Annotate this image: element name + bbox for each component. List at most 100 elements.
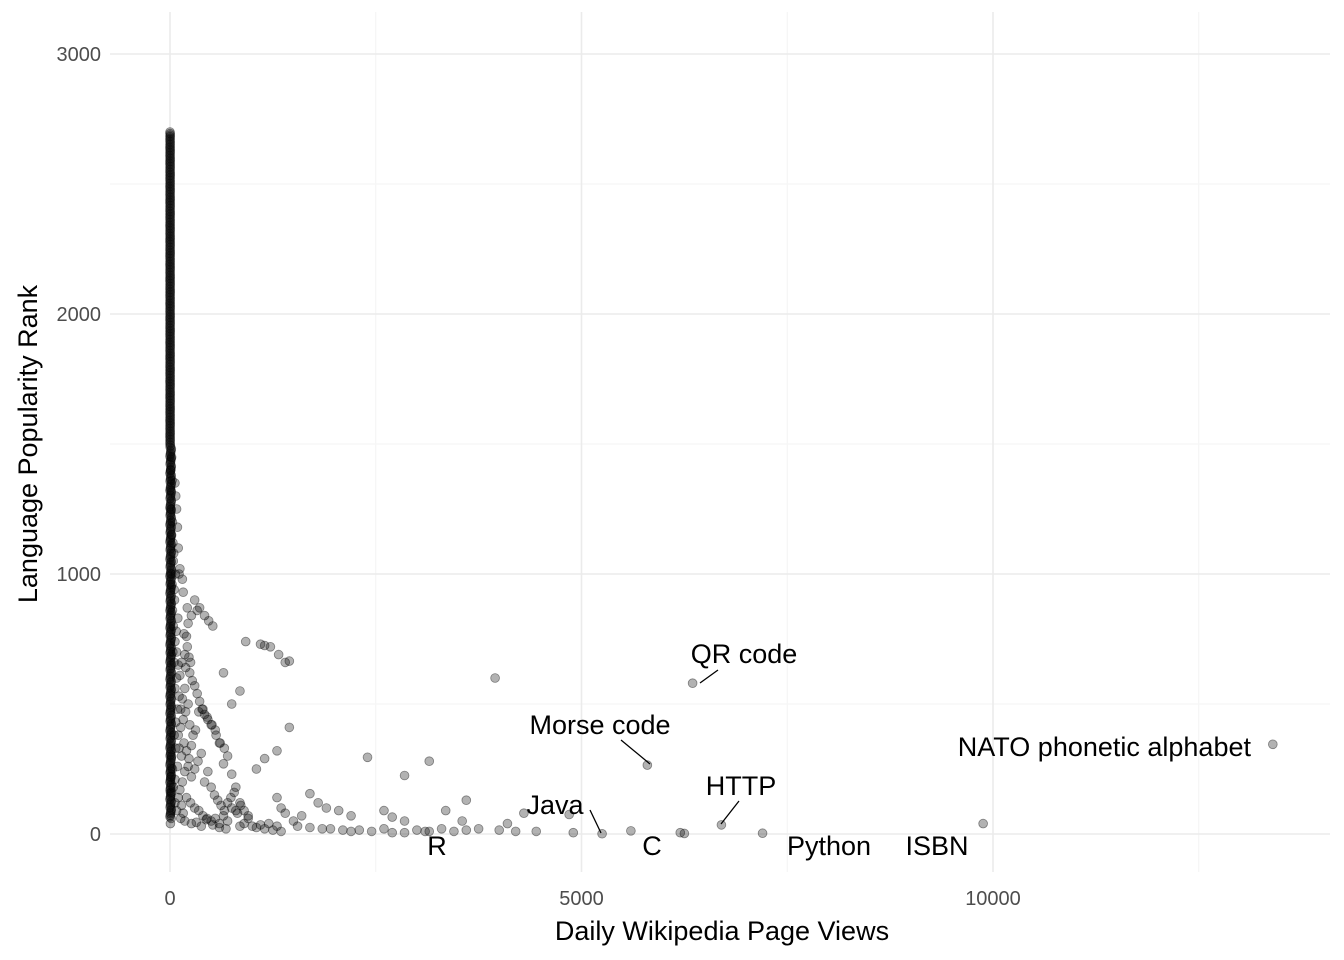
data-point [165, 468, 175, 479]
data-point [165, 177, 175, 187]
data-point [165, 585, 176, 596]
data-point [165, 267, 175, 278]
data-point [175, 784, 185, 795]
data-point [165, 284, 175, 295]
data-point [165, 158, 175, 169]
point-label: Python [787, 831, 871, 861]
data-point [166, 445, 176, 456]
data-point [166, 478, 177, 488]
data-point [165, 734, 175, 744]
data-point [166, 599, 176, 610]
data-point [165, 184, 175, 195]
data-point [174, 743, 184, 753]
data-point [165, 339, 175, 349]
data-point [165, 192, 175, 203]
data-point [165, 270, 175, 281]
data-point [165, 403, 175, 413]
data-point [166, 485, 177, 496]
data-point [165, 510, 175, 521]
data-point [165, 704, 176, 714]
data-point [198, 810, 208, 821]
data-point [166, 569, 177, 579]
data-point [165, 691, 175, 702]
data-point [166, 660, 176, 671]
data-point [165, 493, 175, 504]
data-point [490, 673, 500, 683]
data-point [187, 675, 198, 686]
data-point [168, 556, 179, 566]
data-point [165, 373, 175, 384]
data-point [165, 389, 175, 399]
data-point [178, 808, 188, 818]
data-point [166, 470, 176, 481]
data-point [165, 559, 176, 569]
data-point [165, 404, 175, 415]
data-point [165, 297, 175, 307]
data-point [166, 506, 176, 516]
data-point [166, 598, 177, 608]
data-point [167, 517, 178, 527]
y-tick-label: 3000 [57, 44, 102, 66]
data-point [165, 648, 175, 658]
data-point [179, 628, 189, 639]
data-point [180, 816, 190, 826]
data-point [165, 144, 175, 154]
data-point [412, 825, 422, 835]
data-point [165, 347, 175, 357]
data-point [165, 406, 175, 417]
data-point [165, 244, 175, 254]
data-point [165, 200, 175, 211]
data-point [166, 779, 176, 789]
data-point [165, 275, 175, 286]
data-point [166, 666, 177, 677]
data-point [165, 174, 175, 184]
data-point [165, 211, 175, 222]
data-point [192, 605, 202, 616]
data-point [165, 364, 175, 374]
data-point [235, 800, 246, 811]
data-point [165, 758, 176, 769]
data-point [165, 534, 176, 544]
data-point [165, 287, 175, 298]
data-point [185, 797, 196, 808]
data-point [197, 704, 207, 714]
data-point [716, 820, 727, 830]
data-point [169, 595, 180, 605]
data-point [321, 803, 332, 813]
data-point [165, 320, 175, 331]
data-point [166, 624, 176, 635]
data-point [165, 127, 175, 137]
data-point [165, 172, 175, 183]
data-point [165, 367, 175, 378]
data-point [166, 615, 177, 626]
data-point [166, 443, 177, 454]
data-point [457, 816, 467, 826]
data-point [626, 826, 636, 836]
data-point [165, 456, 176, 466]
data-point [165, 133, 175, 144]
data-point [165, 451, 175, 462]
data-point [186, 818, 197, 829]
data-point [166, 788, 176, 799]
data-point [165, 278, 175, 289]
data-point [165, 457, 176, 468]
data-point [165, 231, 175, 242]
data-point [165, 568, 176, 579]
point-label: R [427, 831, 447, 861]
data-point [166, 581, 177, 591]
data-point [169, 657, 179, 668]
data-point [165, 587, 176, 597]
data-point [186, 740, 197, 751]
data-point [166, 718, 177, 729]
data-point [165, 707, 176, 718]
data-point [165, 256, 175, 267]
data-point [165, 272, 175, 282]
data-point [165, 595, 176, 605]
data-point [165, 280, 175, 290]
data-point [165, 379, 175, 390]
data-point [263, 818, 274, 829]
data-point [165, 170, 175, 181]
data-point [166, 805, 176, 816]
data-point [199, 610, 210, 621]
data-point [202, 712, 212, 722]
